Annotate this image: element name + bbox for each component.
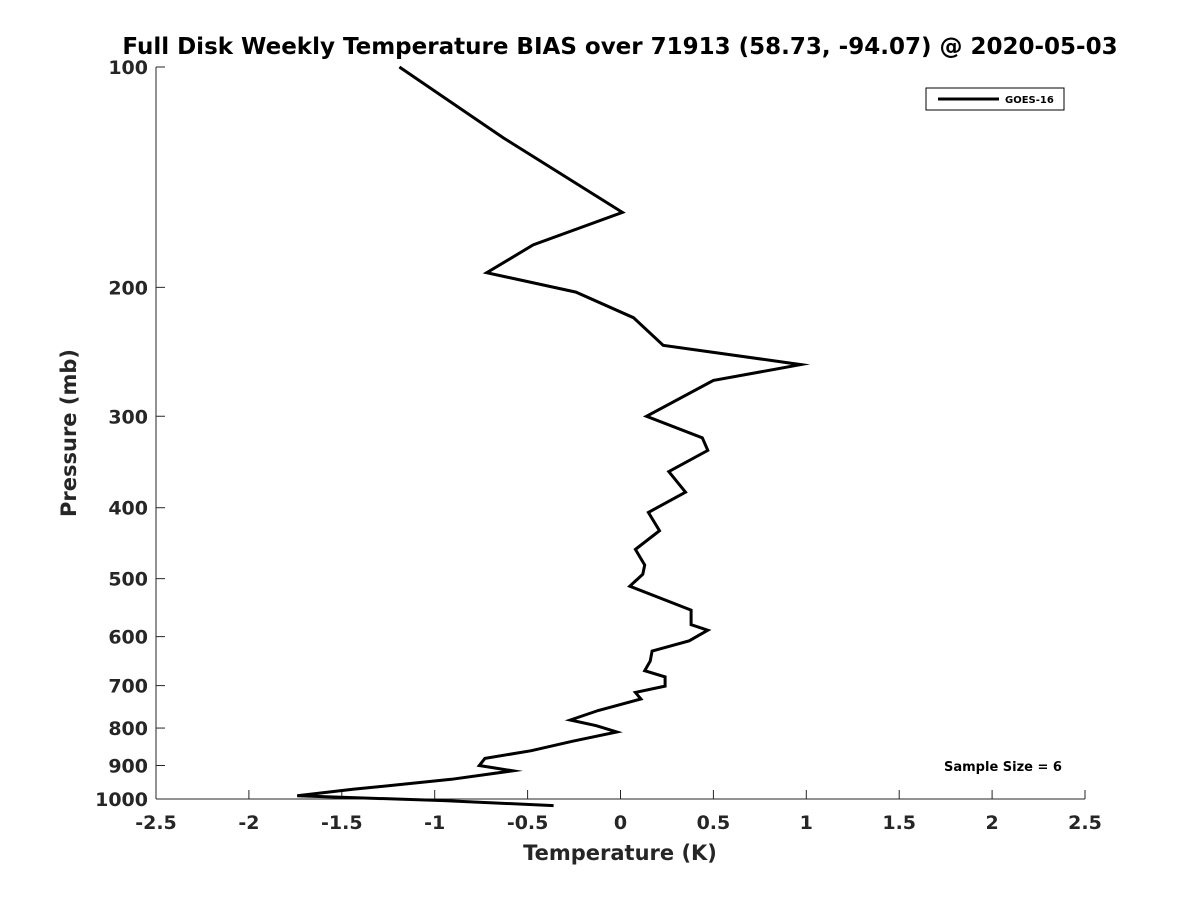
y-tick-label: 800 [108, 718, 148, 740]
x-tick-label: 0 [614, 812, 627, 834]
x-ticks: -2.5 -2 -1.5 -1 -0.5 0 0.5 1 1.5 2 2.5 [135, 790, 1102, 834]
y-tick-label: 1000 [95, 789, 148, 811]
x-tick-label: -1 [424, 812, 445, 834]
y-tick-label: 200 [108, 277, 148, 299]
y-tick-label: 300 [108, 406, 148, 428]
y-ticks: 100 200 300 400 500 600 700 800 900 1000 [95, 57, 165, 811]
x-tick-label: -0.5 [507, 812, 549, 834]
x-tick-label: -2.5 [135, 812, 177, 834]
y-tick-label: 900 [108, 756, 148, 778]
x-tick-label: -2 [238, 812, 259, 834]
x-axis-label: Temperature (K) [523, 841, 717, 865]
y-tick-label: 500 [108, 569, 148, 591]
x-tick-label: 1.5 [882, 812, 916, 834]
y-tick-label: 400 [108, 498, 148, 520]
legend: GOES-16 [925, 87, 1065, 111]
x-tick-label: 1 [800, 812, 813, 834]
series-line-goes-16 [297, 65, 811, 808]
series-layer [297, 65, 811, 808]
x-tick-label: 2.5 [1068, 812, 1102, 834]
chart-title: Full Disk Weekly Temperature BIAS over 7… [122, 34, 1117, 60]
x-tick-label: 2 [985, 812, 998, 834]
plot-background [156, 67, 1085, 799]
y-tick-label: 600 [108, 627, 148, 649]
x-tick-label: 0.5 [697, 812, 731, 834]
plot-area: -2.5 -2 -1.5 -1 -0.5 0 0.5 1 1.5 2 2.5 100 200 300 40… [95, 57, 1102, 834]
legend-label: GOES-16 [1005, 95, 1054, 106]
sample-size-annotation: Sample Size = 6 [944, 760, 1062, 775]
y-axis-label: Pressure (mb) [57, 349, 81, 517]
y-tick-label: 100 [108, 57, 148, 79]
x-tick-label: -1.5 [321, 812, 363, 834]
y-tick-label: 700 [108, 676, 148, 698]
